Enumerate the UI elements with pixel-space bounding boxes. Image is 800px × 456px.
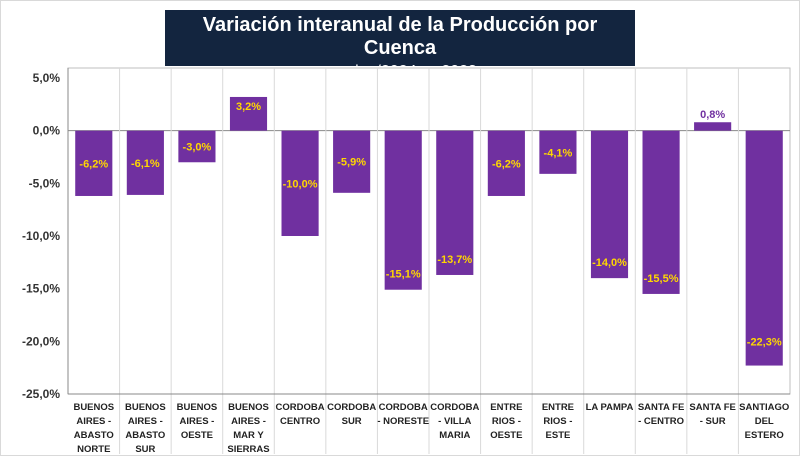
x-tick-label: BUENOS [73, 402, 114, 413]
bar [590, 130, 629, 279]
bar [333, 130, 371, 193]
bar [539, 130, 577, 174]
y-tick-label: -5,0% [29, 176, 61, 190]
x-tick-label: CORDOBA [276, 402, 325, 413]
bar [126, 130, 164, 195]
bar [178, 130, 216, 163]
x-tick-label: AIRES - [231, 416, 266, 427]
data-label: -22,3% [747, 337, 782, 349]
data-label: -10,0% [283, 178, 318, 190]
data-label: -5,9% [337, 157, 366, 169]
data-label: 3,2% [236, 101, 261, 113]
y-tick-label: 0,0% [33, 124, 61, 138]
x-tick-label: OESTE [181, 430, 213, 441]
x-tick-label: RIOS - [492, 416, 521, 427]
x-tick-label: - SUR [700, 416, 726, 427]
x-tick-label: ABASTO [125, 430, 165, 441]
data-label: -6,2% [492, 158, 521, 170]
x-tick-label: BUENOS [177, 402, 218, 413]
x-tick-label: ABASTO [74, 430, 114, 441]
x-tick-label: - NORESTE [377, 416, 429, 427]
y-tick-label: -20,0% [22, 334, 60, 348]
bar [694, 122, 732, 131]
data-label: -6,1% [131, 158, 160, 170]
x-tick-label: - CENTRO [638, 416, 684, 427]
bar [281, 130, 319, 236]
x-tick-label: ENTRE [490, 402, 522, 413]
y-tick-label: -15,0% [22, 282, 60, 296]
x-tick-label: ESTERO [745, 430, 784, 441]
x-tick-label: AIRES - [180, 416, 215, 427]
data-label: 0,8% [700, 109, 725, 121]
title-box: Variación interanual de la Producción po… [165, 10, 635, 80]
x-tick-label: OESTE [490, 430, 522, 441]
x-tick-label: SIERRAS [227, 444, 269, 455]
x-tick-label: AIRES - [128, 416, 163, 427]
x-tick-label: SANTIAGO [739, 402, 789, 413]
x-tick-label: SUR [135, 444, 155, 455]
x-tick-label: BUENOS [228, 402, 269, 413]
x-tick-label: ESTE [546, 430, 571, 441]
bar [229, 96, 268, 131]
x-tick-label: - VILLA [438, 416, 471, 427]
x-tick-label: CORDOBA [327, 402, 376, 413]
x-tick-label: BUENOS [125, 402, 166, 413]
bar [75, 130, 113, 196]
x-tick-label: MAR Y [233, 430, 264, 441]
x-tick-label: DEL [755, 416, 774, 427]
x-tick-label: NORTE [77, 444, 110, 455]
x-tick-label: SANTA FE [638, 402, 684, 413]
bar [384, 130, 422, 290]
x-tick-label: SUR [342, 416, 362, 427]
bar [487, 130, 525, 196]
data-label: -3,0% [183, 141, 212, 153]
bar [436, 130, 474, 275]
data-label: -15,5% [644, 273, 679, 285]
bar [642, 130, 680, 294]
x-tick-label: CENTRO [280, 416, 320, 427]
x-tick-label: AIRES - [76, 416, 111, 427]
x-tick-label: CORDOBA [430, 402, 479, 413]
x-tick-label: ENTRE [542, 402, 574, 413]
x-tick-label: CORDOBA [379, 402, 428, 413]
bar [745, 130, 783, 366]
y-tick-label: 5,0% [33, 71, 61, 85]
y-tick-label: -10,0% [22, 229, 60, 243]
chart-subtitle: ene-jun/2024 vs 2023 [323, 63, 477, 80]
x-tick-label: LA PAMPA [586, 402, 634, 413]
data-label: -14,0% [592, 257, 627, 269]
x-tick-label: SANTA FE [689, 402, 735, 413]
data-label: -4,1% [544, 147, 573, 159]
data-label: -13,7% [437, 254, 472, 266]
data-label: -6,2% [79, 158, 108, 170]
data-label: -15,1% [386, 269, 421, 281]
y-tick-label: -25,0% [22, 387, 60, 401]
x-tick-label: RIOS - [543, 416, 572, 427]
x-tick-label: MARIA [439, 430, 470, 441]
chart-title: Variación interanual de la Producción po… [202, 14, 598, 59]
